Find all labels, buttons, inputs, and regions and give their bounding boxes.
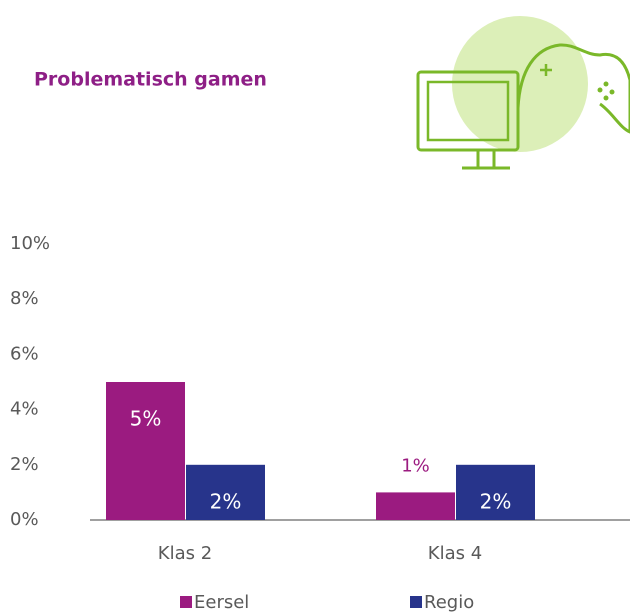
bar <box>186 464 265 520</box>
bar <box>456 464 535 520</box>
y-tick-label: 0% <box>10 509 39 530</box>
legend-swatch <box>410 596 422 608</box>
y-tick-label: 8% <box>10 288 39 309</box>
legend-label: Regio <box>424 592 474 613</box>
data-label: 2% <box>210 489 242 513</box>
y-tick-label: 4% <box>10 399 39 420</box>
bar <box>106 382 185 520</box>
legend-label: Eersel <box>194 592 249 613</box>
x-tick-label: Klas 4 <box>428 543 482 564</box>
legend-swatch <box>180 596 192 608</box>
bar <box>376 492 455 520</box>
x-tick-label: Klas 2 <box>158 543 212 564</box>
data-label: 1% <box>401 455 430 476</box>
data-label: 2% <box>480 489 512 513</box>
data-label: 5% <box>130 407 162 431</box>
chart-title: Problematisch gamen <box>34 69 267 91</box>
y-tick-label: 10% <box>10 233 50 254</box>
y-tick-label: 6% <box>10 343 39 364</box>
icon <box>416 16 630 170</box>
y-tick-label: 2% <box>10 454 39 475</box>
